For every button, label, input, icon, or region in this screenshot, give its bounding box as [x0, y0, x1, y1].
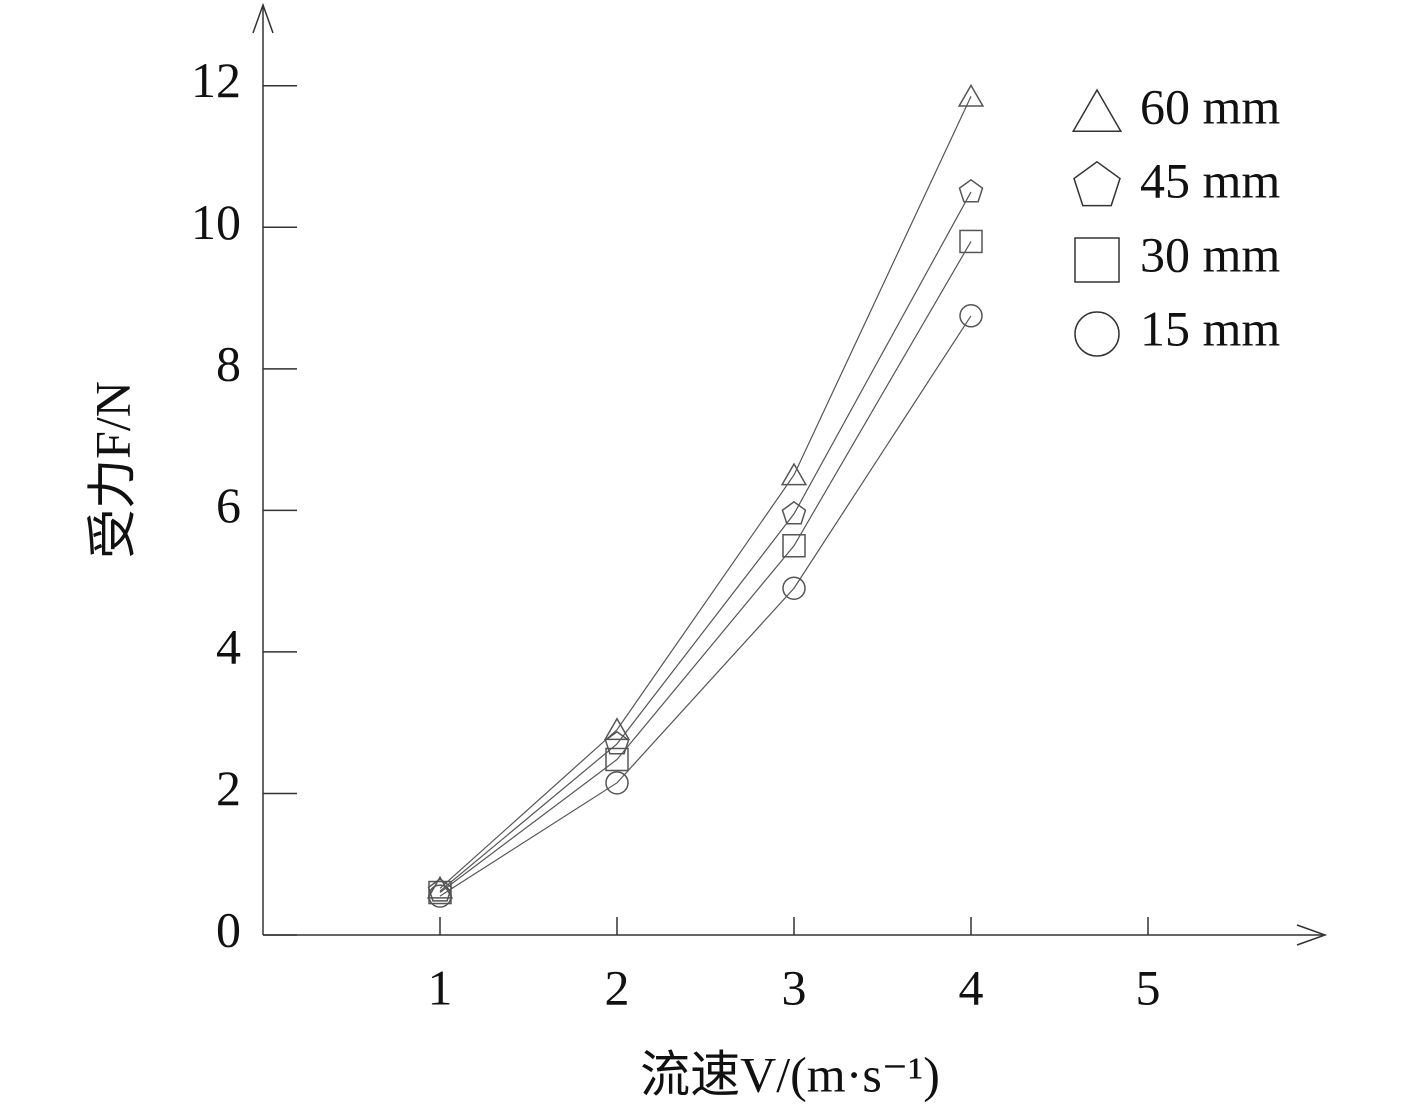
- marker: [603, 717, 631, 741]
- marker: [959, 229, 983, 254]
- marker: [782, 576, 806, 600]
- marker: [958, 178, 984, 203]
- series-line: [439, 96, 972, 889]
- marker: [781, 500, 807, 525]
- series-line: [439, 241, 972, 894]
- y-axis-label: 受力F/N: [84, 381, 140, 559]
- marker: [782, 534, 806, 558]
- marker: [428, 884, 452, 908]
- y-tick-label: 8: [216, 335, 241, 391]
- y-tick-label: 2: [216, 760, 241, 816]
- x-axis-label: 流速V/(m·s⁻¹): [640, 1046, 940, 1102]
- legend-label: 30 mm: [1140, 226, 1280, 282]
- legend-label: 60 mm: [1140, 78, 1280, 134]
- marker: [957, 83, 985, 107]
- legend-marker: [1073, 160, 1121, 207]
- marker: [604, 730, 630, 755]
- legend-marker: [1071, 88, 1123, 133]
- x-axis-arrow: [1296, 924, 1328, 946]
- y-tick-label: 12: [191, 52, 241, 108]
- x-tick-label: 1: [428, 959, 453, 1015]
- y-tick-label: 4: [216, 618, 241, 674]
- series-line: [439, 315, 972, 897]
- x-tick-label: 3: [782, 959, 807, 1015]
- legend-label: 15 mm: [1140, 300, 1280, 356]
- legend-marker: [1074, 311, 1120, 357]
- y-tick-label: 6: [216, 477, 241, 533]
- marker: [605, 747, 629, 772]
- y-tick-label: 10: [191, 194, 241, 250]
- y-axis-arrow: [252, 2, 274, 34]
- y-tick-label: 0: [216, 901, 241, 957]
- marker: [959, 304, 983, 328]
- legend-marker: [1074, 237, 1120, 283]
- series-line: [439, 191, 972, 892]
- x-tick-label: 5: [1136, 959, 1161, 1015]
- marker: [780, 462, 808, 486]
- x-tick-label: 2: [605, 959, 630, 1015]
- marker: [605, 771, 629, 795]
- legend-label: 45 mm: [1140, 152, 1280, 208]
- x-tick-label: 4: [959, 959, 984, 1015]
